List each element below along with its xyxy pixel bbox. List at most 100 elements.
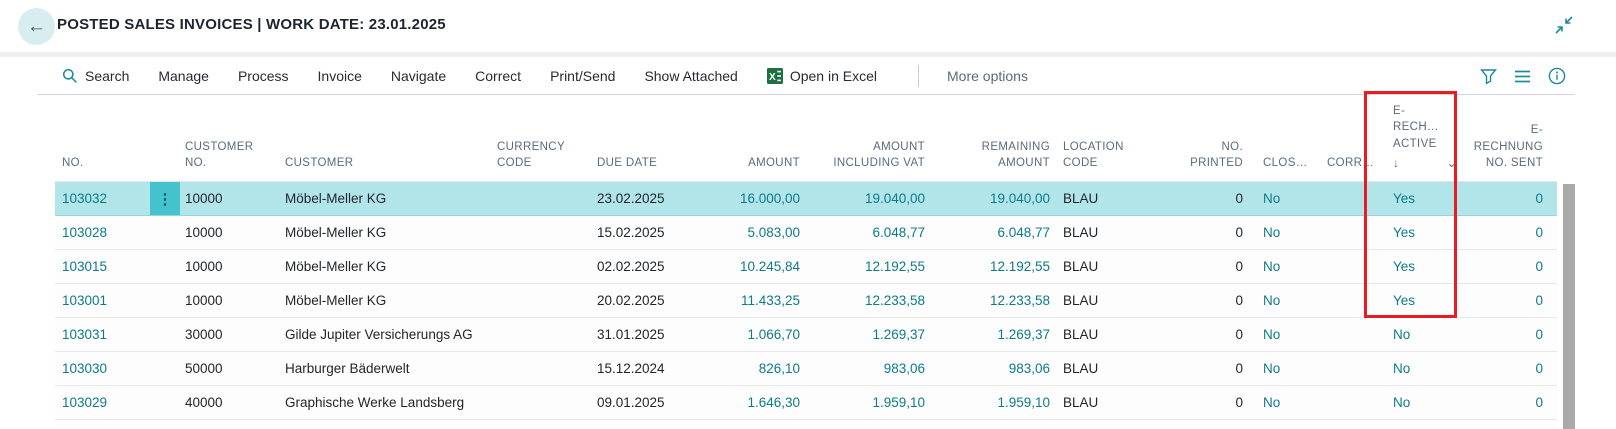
collapse-icon[interactable] bbox=[1553, 14, 1575, 36]
cell-amount-including-vat[interactable]: 19.040,00 bbox=[864, 191, 925, 206]
cell-amount[interactable]: 5.083,00 bbox=[747, 225, 800, 240]
column-header-customer-no[interactable]: CUSTOMER NO. bbox=[185, 140, 254, 170]
cell-closed[interactable]: No bbox=[1263, 361, 1281, 376]
cell-erechnung-active[interactable]: Yes bbox=[1393, 225, 1416, 240]
cell-closed[interactable]: No bbox=[1263, 395, 1281, 410]
cell-erechnung-no-sent[interactable]: 0 bbox=[1535, 225, 1543, 240]
table-row[interactable]: 103001 10000 Möbel-Meller KG 20.02.2025 11.4… bbox=[55, 284, 1557, 318]
list-view-icon[interactable] bbox=[1514, 69, 1531, 84]
chevron-down-icon[interactable]: ⌄ bbox=[1446, 155, 1457, 170]
cell-erechnung-active[interactable]: Yes bbox=[1393, 259, 1416, 274]
cell-erechnung-active[interactable]: Yes bbox=[1393, 191, 1416, 206]
cell-currency-code bbox=[497, 284, 597, 317]
cell-remaining-amount[interactable]: 983,06 bbox=[1008, 361, 1050, 376]
column-header-amount[interactable]: AMOUNT bbox=[748, 157, 800, 170]
info-icon[interactable] bbox=[1548, 67, 1566, 85]
menu-item-correct[interactable]: Correct bbox=[475, 68, 521, 84]
menu-item-process[interactable]: Process bbox=[238, 68, 289, 84]
menu-item-manage[interactable]: Manage bbox=[158, 68, 209, 84]
cell-erechnung-no-sent[interactable]: 0 bbox=[1535, 361, 1543, 376]
cell-remaining-amount[interactable]: 6.048,77 bbox=[997, 225, 1050, 240]
cell-amount-including-vat[interactable]: 6.048,77 bbox=[872, 225, 925, 240]
cell-amount-including-vat[interactable]: 983,06 bbox=[883, 361, 925, 376]
menu-item-search[interactable]: Search bbox=[62, 68, 129, 84]
cell-amount[interactable]: 11.433,25 bbox=[740, 293, 800, 308]
cell-closed[interactable]: No bbox=[1263, 259, 1281, 274]
menu-item-label: Manage bbox=[158, 68, 209, 84]
cell-erechnung-no-sent[interactable]: 0 bbox=[1535, 293, 1543, 308]
cell-amount[interactable]: 10.245,84 bbox=[739, 259, 800, 274]
cell-no-printed: 0 bbox=[1235, 191, 1243, 206]
cell-remaining-amount[interactable]: 19.040,00 bbox=[989, 191, 1050, 206]
table-row[interactable]: 103029 40000 Graphische Werke Landsberg 09.… bbox=[55, 386, 1557, 420]
cell-no[interactable]: 103030 bbox=[62, 361, 108, 376]
cell-closed[interactable]: No bbox=[1263, 327, 1281, 342]
menu-item-navigate[interactable]: Navigate bbox=[391, 68, 446, 84]
cell-remaining-amount[interactable]: 12.192,55 bbox=[989, 259, 1050, 274]
more-options-button[interactable]: More options bbox=[947, 68, 1028, 84]
cell-erechnung-no-sent[interactable]: 0 bbox=[1535, 191, 1543, 206]
cell-erechnung-no-sent[interactable]: 0 bbox=[1535, 395, 1543, 410]
cell-erechnung-no-sent[interactable]: 0 bbox=[1535, 327, 1543, 342]
cell-closed[interactable]: No bbox=[1263, 191, 1281, 206]
column-header-erechnung-no-sent[interactable]: E- RECHNUNG NO. SENT bbox=[1473, 123, 1543, 170]
table-row[interactable]: 103031 30000 Gilde Jupiter Versicherungs A… bbox=[55, 318, 1557, 352]
column-header-customer[interactable]: CUSTOMER bbox=[285, 157, 354, 170]
column-header-due-date[interactable]: DUE DATE bbox=[597, 157, 658, 170]
table-row[interactable]: 103032 ⋮ 10000 Möbel-Meller KG 23.02.2025 16.… bbox=[55, 182, 1557, 216]
column-header-amount-including-vat[interactable]: AMOUNT INCLUDING VAT bbox=[833, 140, 925, 170]
cell-amount[interactable]: 826,10 bbox=[758, 361, 800, 376]
table-row[interactable]: 103015 10000 Möbel-Meller KG 02.02.2025 10.2… bbox=[55, 250, 1557, 284]
cell-erechnung-active[interactable]: Yes bbox=[1393, 293, 1416, 308]
menu-item-label: Process bbox=[237, 68, 289, 84]
cell-amount-including-vat[interactable]: 12.192,55 bbox=[864, 259, 925, 274]
menu-item-open-in-excel[interactable]: X Open in Excel bbox=[766, 68, 878, 84]
menu-item-print-send[interactable]: Print/Send bbox=[550, 68, 615, 84]
menu-item-label: Open in Excel bbox=[789, 68, 878, 84]
cell-erechnung-active[interactable]: No bbox=[1393, 395, 1411, 410]
cell-customer: Möbel-Meller KG bbox=[285, 191, 387, 206]
cell-no[interactable]: 103001 bbox=[62, 293, 108, 308]
partial-row bbox=[55, 420, 1557, 428]
cell-remaining-amount[interactable]: 1.959,10 bbox=[997, 395, 1050, 410]
cell-no[interactable]: 103031 bbox=[62, 327, 108, 342]
cell-closed[interactable]: No bbox=[1263, 225, 1281, 240]
table-row[interactable]: 103030 50000 Harburger Bäderwelt 15.12.2024… bbox=[55, 352, 1557, 386]
cell-amount-including-vat[interactable]: 12.233,58 bbox=[864, 293, 925, 308]
menu-item-invoice[interactable]: Invoice bbox=[318, 68, 362, 84]
column-header-currency-code[interactable]: CURRENCY CODE bbox=[497, 140, 565, 170]
menu-item-show-attached[interactable]: Show Attached bbox=[644, 68, 737, 84]
cell-no[interactable]: 103032 bbox=[62, 191, 108, 206]
row-menu-cell bbox=[150, 386, 180, 419]
column-header-no[interactable]: NO. bbox=[62, 157, 84, 170]
column-header-no-printed[interactable]: NO. PRINTED bbox=[1190, 140, 1243, 170]
column-header-erechnung-active[interactable]: E- RECH… ACTIVE ↓ ⌄ bbox=[1378, 103, 1470, 172]
cell-remaining-amount[interactable]: 12.233,58 bbox=[989, 293, 1050, 308]
cell-erechnung-active[interactable]: No bbox=[1393, 327, 1411, 342]
column-header-location-code[interactable]: LOCATION CODE bbox=[1063, 140, 1124, 170]
cell-customer: Möbel-Meller KG bbox=[285, 225, 387, 240]
column-header-remaining-amount[interactable]: REMAINING AMOUNT bbox=[981, 140, 1050, 170]
cell-no[interactable]: 103029 bbox=[62, 395, 108, 410]
column-header-closed[interactable]: CLOS… bbox=[1263, 157, 1308, 170]
cell-remaining-amount[interactable]: 1.269,37 bbox=[997, 327, 1050, 342]
cell-amount-including-vat[interactable]: 1.269,37 bbox=[872, 327, 925, 342]
cell-closed[interactable]: No bbox=[1263, 293, 1281, 308]
cell-no-printed: 0 bbox=[1235, 293, 1243, 308]
back-button[interactable]: ← bbox=[18, 8, 55, 45]
cell-amount[interactable]: 1.646,30 bbox=[747, 395, 800, 410]
filter-icon[interactable] bbox=[1480, 68, 1497, 85]
cell-amount[interactable]: 16.000,00 bbox=[739, 191, 800, 206]
cell-erechnung-no-sent[interactable]: 0 bbox=[1535, 259, 1543, 274]
search-icon bbox=[62, 68, 78, 84]
table-row[interactable]: 103028 10000 Möbel-Meller KG 15.02.2025 5.08… bbox=[55, 216, 1557, 250]
cell-corrective bbox=[1310, 182, 1378, 215]
row-context-menu-icon[interactable]: ⋮ bbox=[150, 182, 180, 215]
cell-erechnung-active[interactable]: No bbox=[1393, 361, 1411, 376]
cell-no[interactable]: 103015 bbox=[62, 259, 108, 274]
cell-amount[interactable]: 1.066,70 bbox=[747, 327, 800, 342]
vertical-scrollbar[interactable] bbox=[1563, 184, 1575, 429]
cell-amount-including-vat[interactable]: 1.959,10 bbox=[872, 395, 925, 410]
column-header-corrective[interactable]: CORR… bbox=[1327, 157, 1375, 170]
cell-no[interactable]: 103028 bbox=[62, 225, 108, 240]
